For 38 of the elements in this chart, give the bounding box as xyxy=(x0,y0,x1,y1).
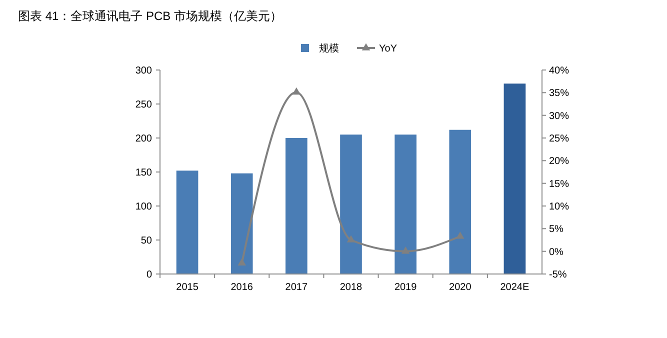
y-tick-label: 250 xyxy=(135,100,152,110)
y2-tick-label: 40% xyxy=(549,66,570,76)
y-tick-label: 100 xyxy=(135,202,152,212)
bar xyxy=(230,173,253,274)
y2-tick-label: 0% xyxy=(549,246,564,258)
bar xyxy=(504,84,526,274)
y2-tick-label: 35% xyxy=(549,88,570,100)
y2-tick-label: 15% xyxy=(549,178,570,190)
x-tick-label: 2019 xyxy=(394,282,418,293)
y2-tick-label: 30% xyxy=(549,110,570,122)
y2-tick-label: 5% xyxy=(549,224,564,236)
y-tick-label: 300 xyxy=(135,66,152,76)
legend-label: YoY xyxy=(379,44,398,54)
point xyxy=(401,246,410,254)
y-tick-label: 0 xyxy=(146,270,152,280)
x-tick-label: 2016 xyxy=(230,282,254,293)
y2-tick-label: 20% xyxy=(549,156,570,168)
bar xyxy=(286,138,308,274)
y2-tick-label: 25% xyxy=(549,134,570,144)
x-tick-label: 2018 xyxy=(340,282,363,293)
point xyxy=(238,258,246,266)
y2-tick-label: -5% xyxy=(549,270,567,280)
x-tick-label: 2020 xyxy=(449,282,472,293)
bar xyxy=(340,134,362,274)
x-tick-label: 2015 xyxy=(176,282,199,293)
chart-title: 图表 41：全球通讯电子 PCB 市场规模（亿美元） xyxy=(18,9,282,23)
y-tick-label: 50 xyxy=(140,236,152,246)
y-tick-label: 200 xyxy=(135,134,152,144)
point xyxy=(456,232,464,239)
y2-tick-label: 10% xyxy=(549,202,570,212)
x-tick-label: 2024E xyxy=(500,282,530,293)
x-tick-label: 2017 xyxy=(285,282,308,293)
bar xyxy=(449,130,472,274)
bar xyxy=(394,134,416,274)
y-tick-label: 150 xyxy=(135,168,152,178)
bar xyxy=(176,170,198,274)
legend-label: 规模 xyxy=(319,42,339,54)
point xyxy=(346,235,356,242)
